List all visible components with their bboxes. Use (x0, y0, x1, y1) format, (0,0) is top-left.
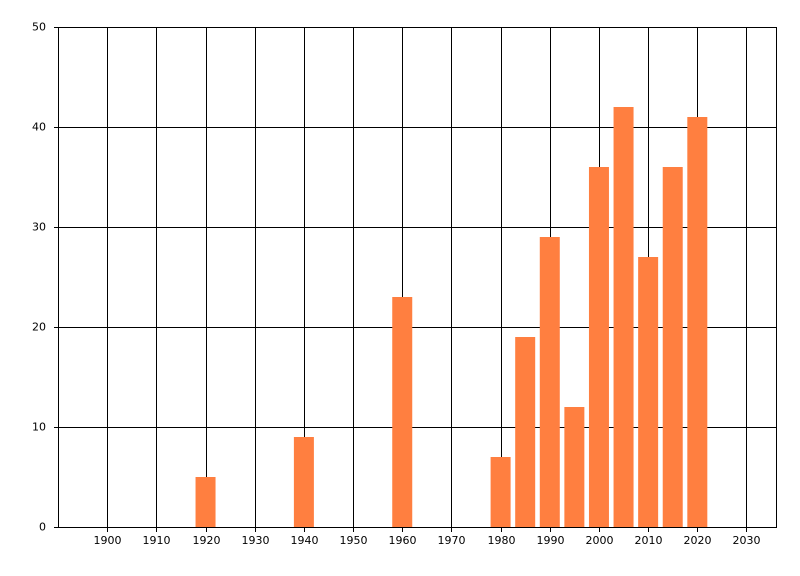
bar (195, 477, 216, 527)
y-tick-label: 40 (32, 121, 46, 134)
x-tick-label: 1900 (94, 534, 122, 547)
y-tick-label: 20 (32, 321, 46, 334)
x-tick-label: 1990 (537, 534, 565, 547)
x-tick-label: 2010 (635, 534, 663, 547)
x-tick-label: 1980 (488, 534, 516, 547)
x-tick-label: 1930 (242, 534, 270, 547)
x-tick-label: 2000 (586, 534, 614, 547)
bar (638, 257, 659, 527)
y-tick-label: 30 (32, 221, 46, 234)
bar (687, 117, 708, 527)
bar (662, 167, 683, 527)
y-tick-label: 10 (32, 421, 46, 434)
bar (515, 337, 536, 527)
x-tick-label: 2030 (733, 534, 761, 547)
x-tick-label: 1920 (193, 534, 221, 547)
bar (490, 457, 511, 527)
x-tick-label: 1960 (389, 534, 417, 547)
bar (392, 297, 413, 527)
bar (539, 237, 560, 527)
x-tick-label: 1970 (438, 534, 466, 547)
bar (564, 407, 585, 527)
bar (613, 107, 634, 527)
y-tick-label: 50 (32, 21, 46, 34)
x-tick-label: 2020 (684, 534, 712, 547)
bar (588, 167, 609, 527)
bar (293, 437, 314, 527)
x-tick-label: 1940 (291, 534, 319, 547)
x-tick-label: 1950 (340, 534, 368, 547)
y-tick-label: 0 (39, 521, 46, 534)
x-tick-label: 1910 (143, 534, 171, 547)
